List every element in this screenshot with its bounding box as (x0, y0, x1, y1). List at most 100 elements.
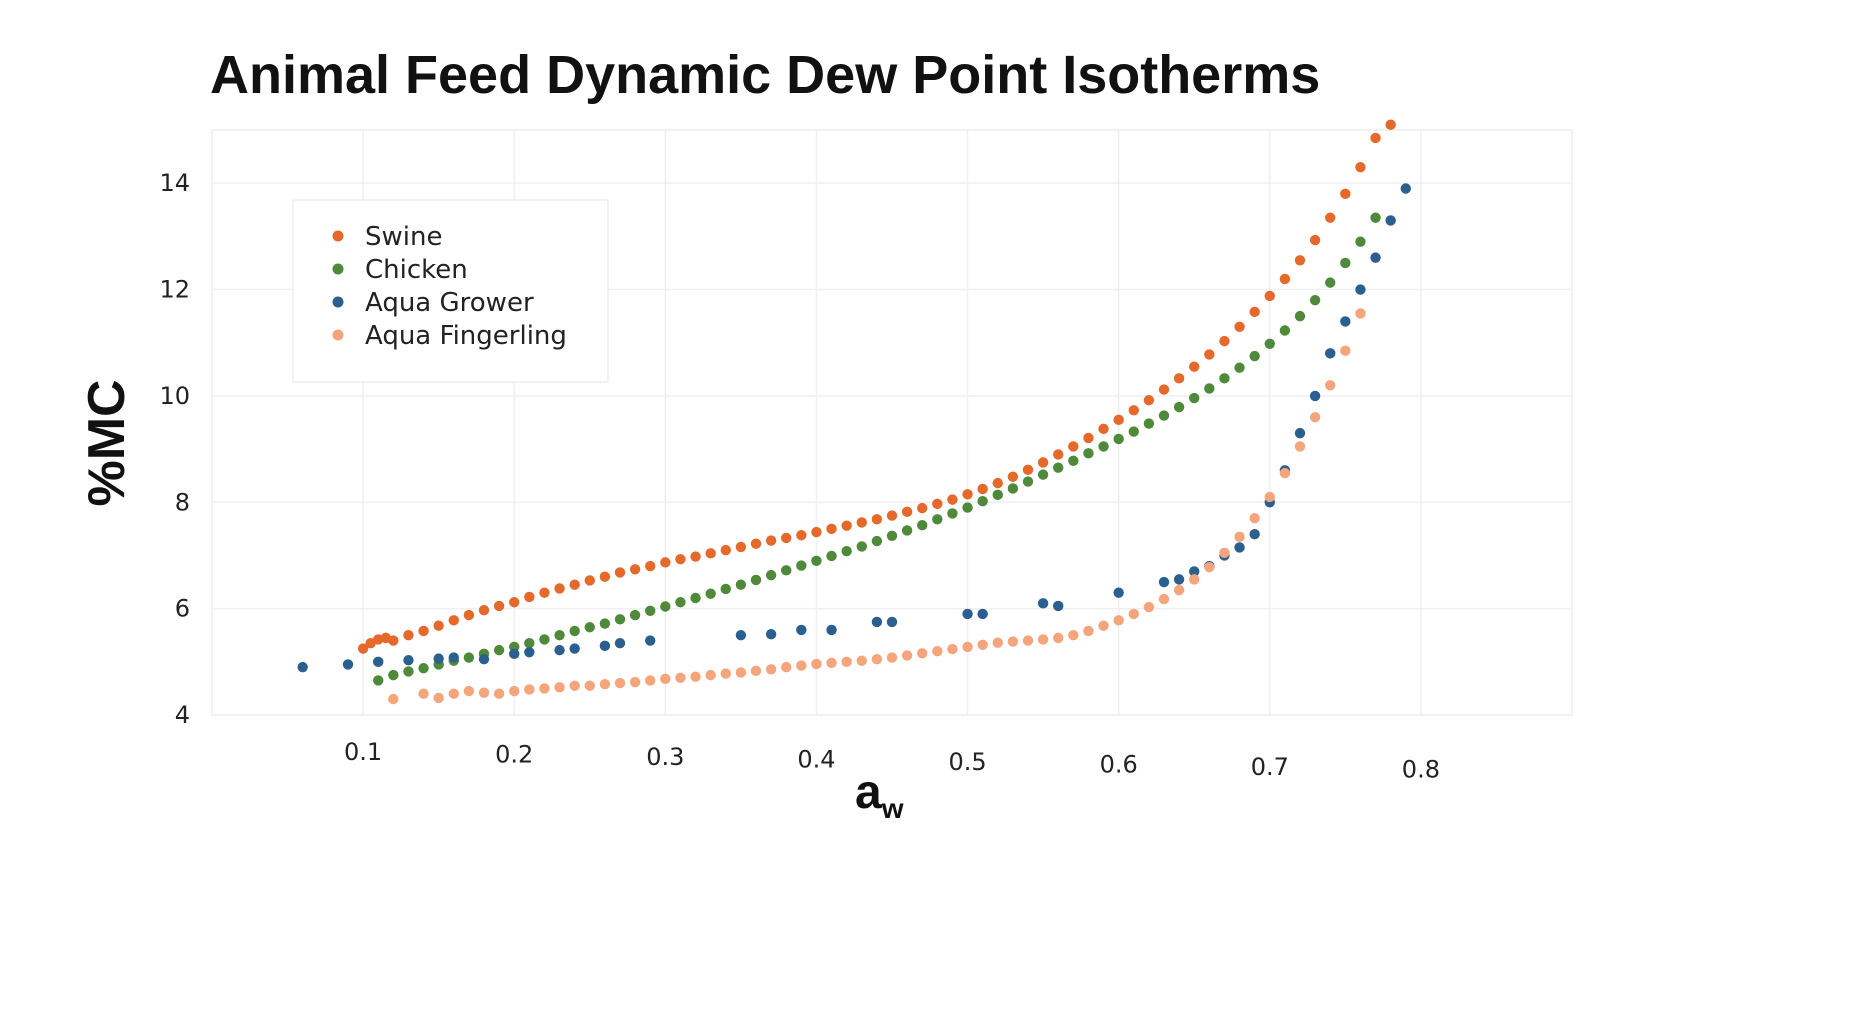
point-swine (886, 510, 898, 521)
point-aqua-fingerling (433, 692, 444, 704)
point-aqua-grower (509, 648, 520, 660)
point-aqua-fingerling (841, 656, 852, 668)
series-aqua-grower (297, 183, 1411, 673)
point-chicken (871, 535, 883, 547)
x-tick-label: 0.2 (495, 741, 533, 769)
point-swine (539, 587, 550, 598)
point-aqua-grower (448, 652, 459, 663)
point-swine (690, 551, 701, 562)
point-chicken (675, 597, 686, 608)
point-chicken (524, 638, 535, 649)
point-swine (1234, 321, 1245, 332)
point-aqua-fingerling (418, 688, 429, 699)
point-chicken (977, 496, 988, 507)
x-axis-label-subscript: w (881, 793, 904, 824)
point-chicken (720, 583, 731, 595)
point-aqua-fingerling (629, 676, 641, 688)
point-aqua-fingerling (932, 645, 943, 657)
point-aqua-fingerling (388, 693, 399, 705)
point-swine (735, 541, 747, 553)
point-aqua-fingerling (1113, 615, 1124, 626)
point-chicken (1264, 338, 1275, 349)
point-aqua-fingerling (917, 648, 928, 659)
point-aqua-fingerling (1143, 601, 1155, 613)
point-swine (1294, 255, 1306, 266)
point-aqua-fingerling (901, 650, 913, 661)
point-aqua-fingerling (811, 658, 822, 670)
point-chicken (1204, 383, 1215, 394)
point-aqua-fingerling (645, 675, 656, 686)
point-aqua-fingerling (1098, 620, 1109, 631)
point-chicken (1022, 476, 1034, 487)
point-swine (1098, 423, 1109, 435)
point-aqua-fingerling (1340, 345, 1351, 356)
point-swine (826, 523, 837, 535)
point-chicken (373, 675, 384, 686)
point-aqua-fingerling (539, 683, 550, 694)
point-swine (1037, 457, 1049, 468)
point-swine (1068, 441, 1079, 452)
point-chicken (1037, 469, 1049, 480)
point-chicken (584, 622, 595, 633)
point-aqua-grower (1249, 528, 1260, 540)
point-aqua-fingerling (796, 660, 807, 671)
point-swine (1264, 290, 1275, 302)
point-swine (705, 548, 716, 559)
point-swine (992, 477, 1003, 489)
point-aqua-grower (433, 653, 444, 664)
series-swine (357, 119, 1396, 654)
point-aqua-fingerling (463, 685, 475, 697)
point-aqua-fingerling (509, 685, 520, 697)
point-swine (901, 506, 913, 518)
point-aqua-fingerling (614, 677, 626, 689)
point-chicken (705, 588, 716, 599)
point-chicken (1173, 401, 1185, 413)
point-swine (569, 579, 580, 590)
data-points (297, 119, 1411, 705)
point-aqua-fingerling (1325, 380, 1336, 391)
x-tick-label: 0.7 (1251, 753, 1289, 781)
x-tick-label: 0.4 (797, 746, 835, 774)
point-swine (478, 605, 490, 616)
point-swine (1128, 405, 1139, 416)
point-aqua-fingerling (1068, 630, 1079, 641)
point-aqua-grower (1370, 252, 1381, 263)
point-chicken (1083, 448, 1094, 459)
point-aqua-fingerling (1279, 467, 1291, 479)
point-swine (1189, 361, 1200, 372)
point-aqua-fingerling (1204, 561, 1215, 573)
point-aqua-grower (599, 640, 611, 652)
point-chicken (1053, 462, 1064, 473)
point-chicken (1158, 410, 1170, 421)
legend-box (292, 199, 609, 383)
point-aqua-fingerling (478, 687, 490, 698)
point-aqua-fingerling (962, 641, 973, 653)
point-aqua-fingerling (1053, 632, 1064, 644)
point-swine (917, 502, 928, 514)
point-aqua-fingerling (1234, 531, 1245, 543)
x-tick-label: 0.1 (344, 738, 382, 766)
point-aqua-grower (1113, 587, 1124, 598)
point-swine (1309, 234, 1321, 246)
point-chicken (690, 592, 701, 604)
point-aqua-grower (977, 608, 988, 620)
point-aqua-grower (1309, 390, 1321, 402)
point-swine (1143, 394, 1155, 406)
x-axis-label-main: a (855, 766, 882, 819)
point-chicken (901, 525, 913, 536)
point-chicken (1340, 257, 1351, 269)
point-chicken (1234, 362, 1245, 373)
point-aqua-fingerling (826, 657, 837, 669)
point-chicken (418, 663, 429, 674)
point-aqua-fingerling (856, 655, 867, 666)
point-aqua-fingerling (1294, 441, 1306, 452)
point-aqua-grower (614, 638, 626, 649)
point-aqua-grower (403, 655, 414, 666)
point-swine (1053, 449, 1064, 460)
point-swine (675, 553, 686, 565)
point-chicken (962, 502, 973, 513)
point-swine (1158, 384, 1170, 395)
y-tick-label: 14 (159, 169, 190, 197)
point-aqua-fingerling (1022, 635, 1034, 646)
